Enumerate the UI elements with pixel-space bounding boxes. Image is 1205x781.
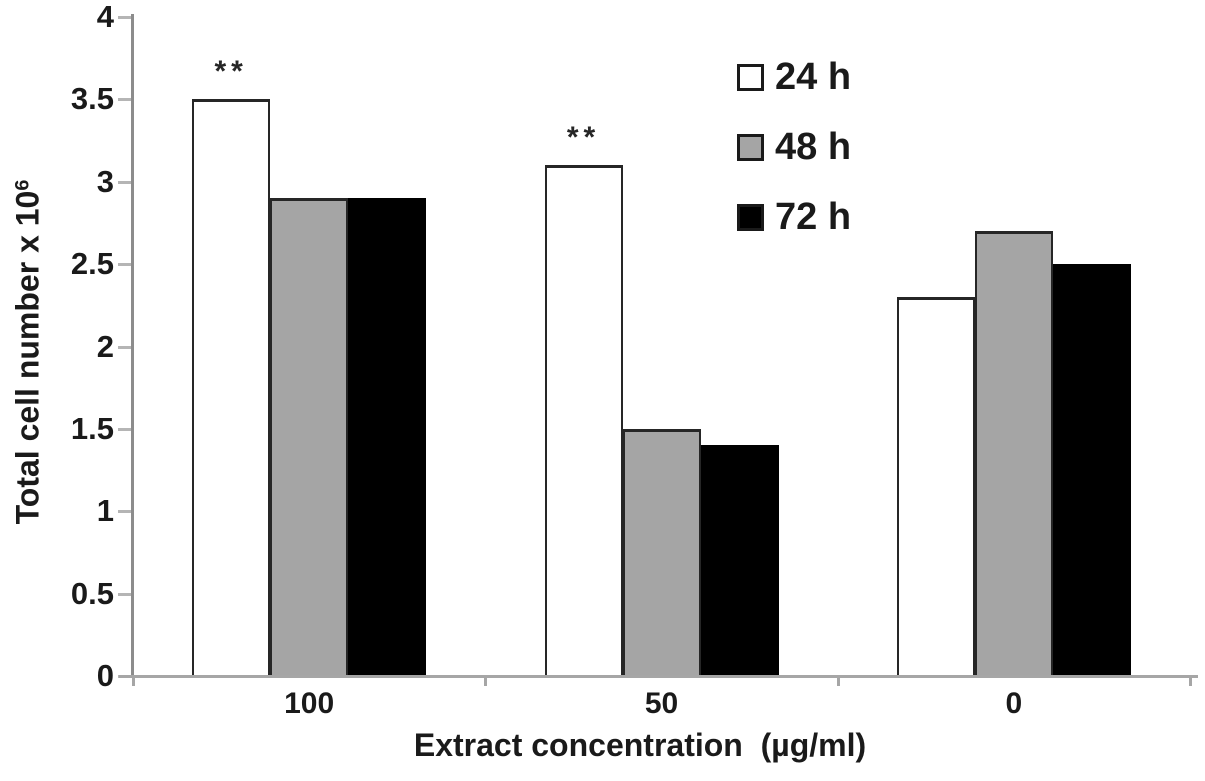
legend-label: 72 h [775,196,852,238]
y-axis-tick [118,180,132,184]
x-axis-tick [484,677,488,686]
legend-label: 48 h [775,126,852,168]
y-axis-tick-label: 0.5 [70,575,114,611]
bar-72h-50 [700,445,779,676]
x-axis-tick-label: 50 [644,687,679,720]
bar-48h-0 [974,231,1053,676]
legend-item-24h: 24 h [737,42,851,112]
y-axis-tick-label: 2.5 [70,246,114,282]
legend-item-72h: 72 h [737,182,851,252]
y-axis-tick [118,98,132,102]
y-axis-tick-label: 4 [96,0,114,34]
legend-swatch-icon [737,203,764,231]
x-axis-tick [1189,677,1192,686]
y-axis-tick [118,427,132,431]
bar-72h-0 [1052,264,1131,676]
bar-24h-100 [192,99,271,676]
significance-marker: ** [566,121,601,155]
y-axis-line [131,14,134,678]
x-axis-tick [132,677,135,686]
y-axis-tick-label: 2 [96,328,114,364]
y-axis-tick-label: 0 [96,658,114,693]
y-axis-tick-label: 1 [96,493,114,529]
x-axis-line [119,675,1198,678]
bar-24h-0 [896,297,975,676]
bar-48h-50 [622,428,701,676]
y-axis-tick-label: 3.5 [70,81,114,117]
y-axis-tick [118,345,132,349]
x-axis-title: Extract concentration (µg/ml) [413,727,867,763]
y-axis-tick [118,510,132,514]
legend-swatch-icon [737,133,764,161]
bar-48h-100 [270,198,349,676]
y-axis-tick-label: 1.5 [70,410,114,446]
x-axis-tick [836,677,840,686]
legend: 24 h 48 h 72 h [737,42,851,252]
legend-swatch-icon [737,63,764,91]
significance-marker: ** [214,55,248,89]
x-axis-tick-label: 100 [284,687,335,720]
y-axis-tick [118,263,132,267]
legend-item-48h: 48 h [737,112,851,182]
y-axis-tick [118,16,132,19]
bar-24h-50 [544,165,623,676]
y-axis-tick [118,592,132,596]
bar-72h-100 [348,198,427,676]
y-axis-tick-label: 3 [96,163,114,199]
x-axis-tick-label: 0 [1005,687,1023,720]
legend-label: 24 h [775,56,852,98]
